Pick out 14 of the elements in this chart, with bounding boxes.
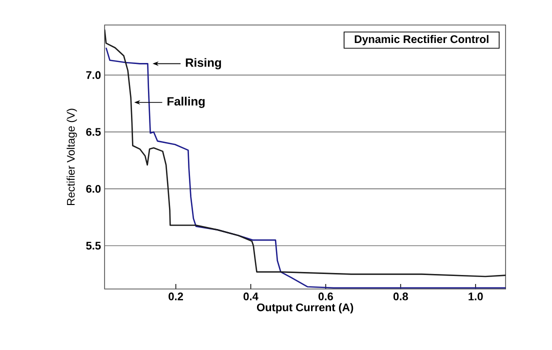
y-tick-label: 6.5 (86, 128, 101, 136)
x-tick-label: 0.8 (393, 292, 408, 300)
x-tick-label: 1.0 (468, 292, 483, 300)
y-tick-label: 7.0 (86, 71, 101, 79)
annotation: Falling (168, 96, 205, 108)
y-tick-label: 6.0 (86, 184, 101, 193)
text: Dynamic Rectifier Control (354, 34, 488, 46)
x-tick-label: 0.4 (244, 292, 258, 300)
y-axis-title: Rectifier Voltage (V) (66, 108, 77, 205)
x-tick-label: 0.6 (318, 292, 333, 300)
x-axis-title: Output Current (A) (256, 303, 354, 314)
annotation: Rising (186, 58, 221, 70)
y-tick-label: 5.5 (86, 242, 101, 250)
x-tick-label: 0.2 (168, 292, 184, 300)
